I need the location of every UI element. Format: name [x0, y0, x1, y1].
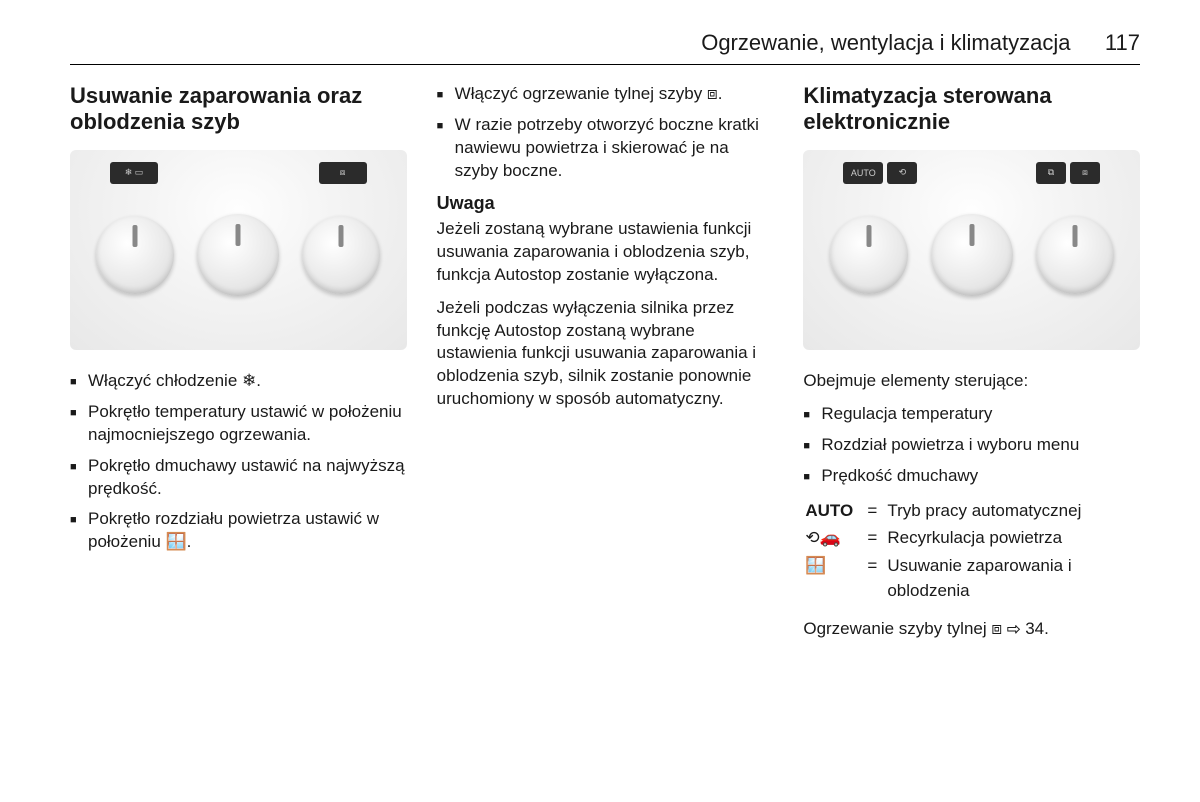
column-2: Włączyć ogrzewanie tylnej szyby ⧈. W raz… [437, 83, 774, 650]
electronic-climate-heading: Klimatyzacja sterowana elektronicznie [803, 83, 1140, 136]
manual-climate-figure: ❄ ▭ ⧈ [70, 150, 407, 350]
legend-symbol: 🪟 [805, 553, 865, 604]
page-header: Ogrzewanie, wentylacja i klimatyzacja 11… [70, 30, 1140, 65]
legend-row: AUTO = Tryb pracy automatycznej [805, 498, 1138, 524]
equals-sign: = [867, 498, 885, 524]
list-item: Prędkość dmuchawy [803, 465, 1140, 488]
legend-desc: Recyrkulacja powietrza [887, 525, 1138, 551]
temp-dial-electronic [830, 216, 908, 294]
equals-sign: = [867, 553, 885, 604]
list-item: Pokrętło rozdziału powietrza ustawić w p… [70, 508, 407, 554]
equals-sign: = [867, 525, 885, 551]
list-item: Włączyć ogrzewanie tylnej szyby ⧈. [437, 83, 774, 106]
legend-table: AUTO = Tryb pracy automatycznej ⟲🚗 = Rec… [803, 496, 1140, 606]
defog-heading: Usuwanie zaparowania oraz oblodzenia szy… [70, 83, 407, 136]
legend-symbol: ⟲🚗 [805, 525, 865, 551]
electronic-climate-figure: AUTO ⟲ ⧉ ⧈ [803, 150, 1140, 350]
list-item: Regulacja temperatury [803, 403, 1140, 426]
recirc-button-icon: ⟲ [887, 162, 917, 184]
content-columns: Usuwanie zaparowania oraz oblodzenia szy… [70, 83, 1140, 650]
auto-button-icon: AUTO [843, 162, 883, 184]
list-item: Pokrętło dmuchawy ustawić na najwyższą p… [70, 455, 407, 501]
defog-steps-continued: Włączyć ogrzewanie tylnej szyby ⧈. W raz… [437, 83, 774, 183]
column-1: Usuwanie zaparowania oraz oblodzenia szy… [70, 83, 407, 650]
list-item: Włączyć chłodzenie ❄. [70, 370, 407, 393]
rear-defrost-button-icon: ⧈ [319, 162, 367, 184]
legend-row: 🪟 = Usuwanie zaparowania i oblodzenia [805, 553, 1138, 604]
defrost-front-button-icon: ⧉ [1036, 162, 1066, 184]
page-number: 117 [1105, 30, 1140, 55]
note-paragraph-2: Jeżeli podczas wyłączenia silnika przez … [437, 297, 774, 412]
chapter-title: Ogrzewanie, wentylacja i klimatyzacja [701, 30, 1070, 55]
defrost-rear-button-icon: ⧈ [1070, 162, 1100, 184]
fan-speed-dial [197, 214, 279, 296]
list-item: Rozdział powietrza i wyboru menu [803, 434, 1140, 457]
list-item: Pokrętło temperatury ustawić w położeniu… [70, 401, 407, 447]
legend-row: ⟲🚗 = Recyrkulacja powietrza [805, 525, 1138, 551]
legend-desc: Tryb pracy automatycznej [887, 498, 1138, 524]
menu-dial-electronic [931, 214, 1013, 296]
legend-desc: Usuwanie zaparowania i oblodzenia [887, 553, 1138, 604]
temperature-dial [96, 216, 174, 294]
controls-list: Regulacja temperatury Rozdział powietrza… [803, 403, 1140, 488]
list-item: W razie potrzeby otworzyć boczne kratki … [437, 114, 774, 183]
rear-window-ref: Ogrzewanie szyby tylnej ⧈ ⇨ 34. [803, 618, 1140, 641]
note-paragraph-1: Jeżeli zostaną wybrane ustawienia funkcj… [437, 218, 774, 287]
defog-steps-list: Włączyć chłodzenie ❄. Pokrętło temperatu… [70, 370, 407, 555]
note-heading: Uwaga [437, 193, 774, 214]
fan-dial-electronic [1036, 216, 1114, 294]
legend-symbol: AUTO [805, 498, 865, 524]
ac-button-icon: ❄ ▭ [110, 162, 158, 184]
controls-intro: Obejmuje elementy sterujące: [803, 370, 1140, 393]
air-distribution-dial [302, 216, 380, 294]
column-3: Klimatyzacja sterowana elektronicznie AU… [803, 83, 1140, 650]
